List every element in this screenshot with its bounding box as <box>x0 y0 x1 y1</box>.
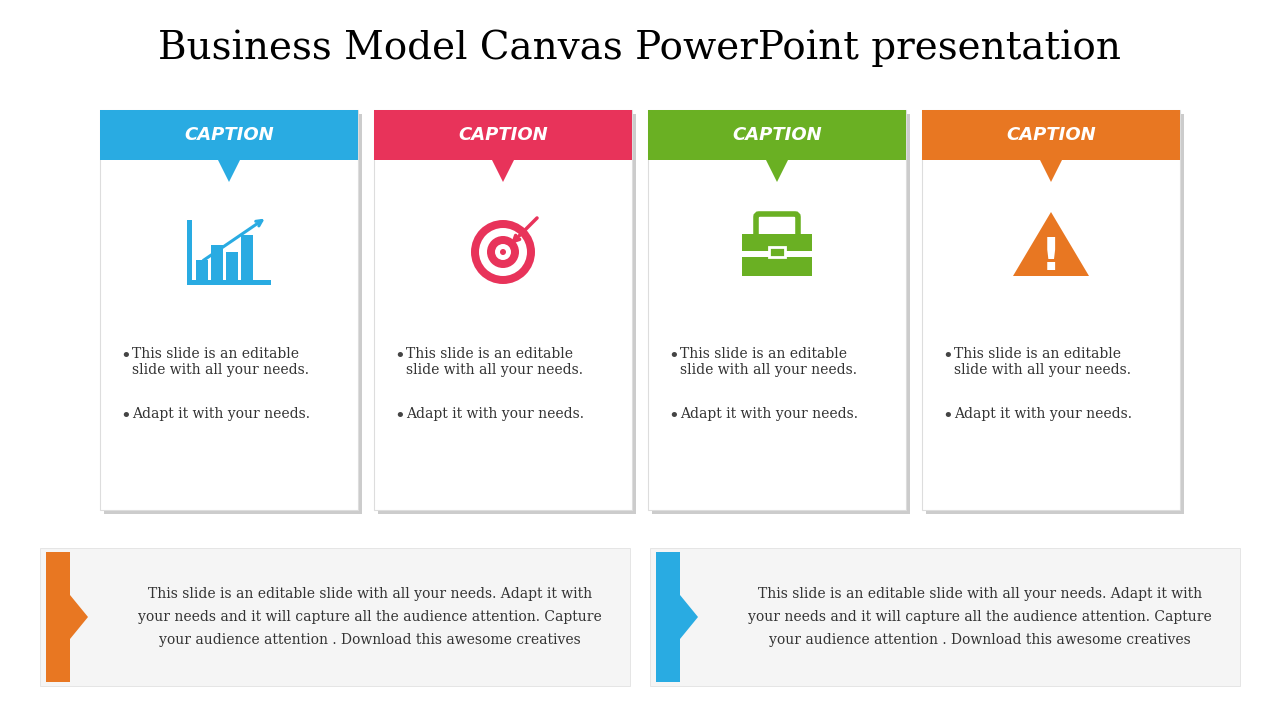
FancyBboxPatch shape <box>374 110 632 510</box>
Bar <box>648 110 906 160</box>
FancyBboxPatch shape <box>925 114 1184 514</box>
Polygon shape <box>657 595 698 639</box>
Bar <box>187 220 192 280</box>
Bar <box>227 252 238 280</box>
FancyBboxPatch shape <box>378 114 636 514</box>
Text: CAPTION: CAPTION <box>1006 126 1096 144</box>
Polygon shape <box>218 160 241 182</box>
Text: Business Model Canvas PowerPoint presentation: Business Model Canvas PowerPoint present… <box>159 30 1121 67</box>
Bar <box>40 548 630 686</box>
Polygon shape <box>1039 160 1062 182</box>
Polygon shape <box>46 595 88 639</box>
Text: CAPTION: CAPTION <box>184 126 274 144</box>
FancyBboxPatch shape <box>922 110 1180 510</box>
Text: Adapt it with your needs.: Adapt it with your needs. <box>954 407 1132 421</box>
Text: •: • <box>942 347 952 365</box>
Circle shape <box>471 220 535 284</box>
Text: This slide is an editable slide with all your needs. Adapt it with
your needs an: This slide is an editable slide with all… <box>138 588 602 647</box>
Text: •: • <box>120 347 131 365</box>
Bar <box>100 110 358 160</box>
Bar <box>650 548 1240 686</box>
Text: •: • <box>942 407 952 425</box>
Text: •: • <box>668 407 678 425</box>
FancyBboxPatch shape <box>648 110 906 510</box>
Bar <box>374 110 632 160</box>
Circle shape <box>479 228 527 276</box>
Bar <box>187 280 271 285</box>
Bar <box>769 247 785 257</box>
Text: This slide is an editable slide with all your needs. Adapt it with
your needs an: This slide is an editable slide with all… <box>748 588 1212 647</box>
Text: CAPTION: CAPTION <box>458 126 548 144</box>
Circle shape <box>500 249 506 255</box>
Text: slide with all your needs.: slide with all your needs. <box>406 363 582 377</box>
Bar <box>657 552 680 682</box>
Text: This slide is an editable: This slide is an editable <box>132 347 300 361</box>
Polygon shape <box>1012 212 1089 276</box>
Bar <box>196 260 207 280</box>
Circle shape <box>486 236 518 268</box>
Text: slide with all your needs.: slide with all your needs. <box>132 363 308 377</box>
FancyBboxPatch shape <box>100 110 358 510</box>
Text: slide with all your needs.: slide with all your needs. <box>954 363 1132 377</box>
Bar <box>922 110 1180 160</box>
Text: This slide is an editable: This slide is an editable <box>954 347 1121 361</box>
FancyBboxPatch shape <box>652 114 910 514</box>
Text: •: • <box>668 347 678 365</box>
Bar <box>742 234 812 276</box>
Text: •: • <box>394 347 404 365</box>
Bar <box>211 245 223 280</box>
Circle shape <box>495 244 511 260</box>
Text: CAPTION: CAPTION <box>732 126 822 144</box>
Text: Adapt it with your needs.: Adapt it with your needs. <box>406 407 584 421</box>
Polygon shape <box>765 160 788 182</box>
Text: slide with all your needs.: slide with all your needs. <box>680 363 858 377</box>
Text: Adapt it with your needs.: Adapt it with your needs. <box>132 407 310 421</box>
Bar <box>241 235 253 280</box>
Bar <box>742 251 812 257</box>
Text: •: • <box>120 407 131 425</box>
Text: This slide is an editable: This slide is an editable <box>680 347 847 361</box>
Text: This slide is an editable: This slide is an editable <box>406 347 573 361</box>
Text: •: • <box>394 407 404 425</box>
Polygon shape <box>492 160 515 182</box>
Bar <box>46 552 70 682</box>
FancyBboxPatch shape <box>104 114 362 514</box>
Text: Adapt it with your needs.: Adapt it with your needs. <box>680 407 858 421</box>
Text: !: ! <box>1041 235 1061 279</box>
